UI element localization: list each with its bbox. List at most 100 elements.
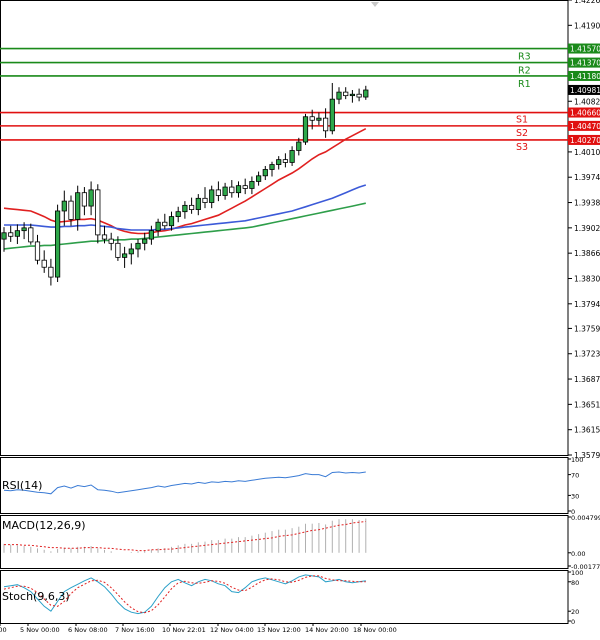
macd-panel-frame: [0, 515, 569, 569]
level-name-r3: R3: [518, 52, 531, 63]
price-tick-label: 1.40100: [574, 148, 600, 157]
time-tick-label: 14 Nov 20:00: [305, 626, 349, 634]
candle-bull: [255, 175, 262, 182]
candle-bull: [61, 200, 67, 212]
rsi-tick-label: 70: [571, 472, 579, 480]
candle-bull: [289, 150, 295, 163]
level-name-s2: S2: [516, 128, 528, 139]
price-tick-label: 1.35790: [574, 451, 600, 460]
candle-bull: [336, 91, 342, 100]
price-tick-label: 1.41900: [574, 21, 600, 30]
candle-bear: [8, 232, 14, 237]
candle-bull: [329, 98, 335, 132]
price-tick-label: 1.37230: [574, 350, 600, 359]
time-tick-label: 5 Nov 00:00: [20, 626, 60, 634]
level-price-label: 1.40270: [570, 136, 600, 145]
candle-bull: [21, 227, 27, 232]
level-name-r2: R2: [518, 66, 531, 77]
candle-bear: [115, 242, 121, 258]
current-price-label: 1.40981: [570, 86, 600, 95]
candle-bear: [162, 221, 168, 227]
candle-bear: [309, 116, 315, 121]
candle-bull: [148, 230, 154, 240]
candle-bear: [108, 238, 114, 244]
current-price-box: [568, 84, 600, 95]
candle-bull: [222, 186, 228, 196]
level-price-box: [568, 57, 600, 68]
scroll-marker: [371, 2, 379, 7]
candle-bull: [302, 116, 309, 143]
candles: [1, 82, 369, 286]
candle-bear: [202, 197, 208, 203]
candle-bull: [262, 169, 268, 177]
candle-bull: [249, 181, 255, 189]
macd-tick-label: 0.00: [571, 550, 585, 558]
candle-bull: [276, 159, 282, 165]
candle-bear: [282, 159, 289, 163]
time-tick-label: 6 Nov 08:00: [68, 626, 108, 634]
candle-bull: [269, 164, 275, 170]
rsi-tick-label: 100: [571, 456, 583, 464]
price-tick-label: 1.40820: [574, 97, 600, 106]
stoch-main-line: [3, 574, 366, 615]
level-price-label: 1.41180: [570, 72, 600, 81]
stoch-label: Stoch(9,6,3): [2, 590, 70, 603]
time-tick-label: 10 Nov 22:01: [162, 626, 206, 634]
candle-bull: [122, 253, 128, 258]
level-price-box: [568, 134, 600, 145]
macd-signal-line: [4, 521, 366, 552]
candle-bear: [68, 200, 74, 220]
moving-average-line-3: [3, 202, 366, 250]
candle-bull: [182, 204, 188, 213]
time-tick-label: 7 Nov 16:00: [115, 626, 155, 634]
macd-axis: 0.004799 0.00 -0.001770: [568, 514, 600, 571]
price-tick-label: 1.36150: [574, 426, 600, 435]
moving-average-line-2: [4, 184, 367, 231]
level-price-label: 1.40660: [570, 109, 600, 118]
macd-tick-label: -0.001770: [571, 563, 600, 571]
candle-bear: [81, 192, 87, 207]
macd-label: MACD(12,26,9): [2, 519, 86, 532]
candle-bear: [242, 185, 248, 189]
level-name-s3: S3: [516, 142, 528, 153]
candle-bull: [175, 211, 181, 217]
time-tick-label: 0:00: [0, 626, 7, 634]
candle-bull: [296, 141, 302, 151]
rsi-tick-label: 0: [571, 508, 575, 516]
candle-bull: [155, 221, 161, 232]
price-tick-label: 1.36870: [574, 375, 600, 384]
candle-bull: [88, 189, 94, 207]
candle-bull: [14, 230, 20, 237]
candle-bull: [235, 185, 242, 194]
price-tick-label: 1.36510: [574, 400, 600, 409]
rsi-panel-frame: [0, 457, 569, 514]
candle-bear: [101, 234, 108, 240]
price-tick-label: 1.38300: [574, 274, 600, 283]
stoch-tick-label: 80: [571, 579, 579, 587]
rsi-tick-label: 30: [571, 492, 579, 500]
level-name-s1: S1: [516, 115, 528, 126]
stoch-tick-label: 100: [571, 569, 583, 577]
candle-bull: [55, 210, 61, 278]
price-tick-label: 1.42260: [574, 0, 600, 5]
candle-bear: [48, 266, 54, 278]
level-price-box: [568, 43, 600, 54]
candle-bull: [168, 216, 175, 227]
stoch-axis: 100 80 20 0: [568, 569, 583, 626]
price-tick-label: 1.37590: [574, 324, 600, 333]
candle-bear: [356, 93, 362, 98]
candle-bear: [34, 241, 41, 261]
candle-bear: [95, 189, 101, 236]
candle-bull: [195, 197, 201, 210]
candle-bear: [229, 186, 235, 194]
stoch-tick-label: 20: [571, 608, 579, 616]
candle-bull: [209, 189, 215, 203]
rsi-line: [3, 471, 366, 495]
time-tick-label: 12 Nov 04:00: [210, 626, 254, 634]
candle-bear: [28, 227, 34, 243]
macd-tick-label: 0.004799: [571, 514, 600, 522]
candle-bear: [188, 204, 195, 210]
level-price-label: 1.41570: [570, 45, 600, 54]
